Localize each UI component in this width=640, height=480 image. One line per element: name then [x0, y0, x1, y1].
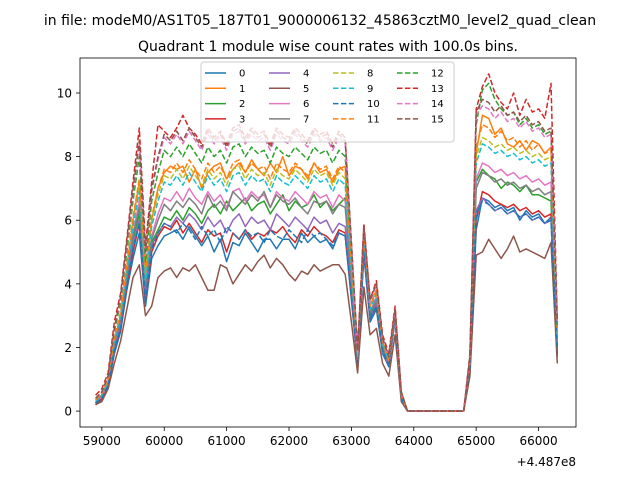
series-line-13 [95, 73, 559, 412]
legend-label-5: 5 [303, 84, 309, 95]
legend-label-8: 8 [367, 69, 373, 80]
legend-label-13: 13 [431, 84, 444, 95]
x-tick-label: 61000 [208, 434, 246, 448]
y-axis: 0 2 4 6 8 10 [57, 86, 80, 419]
series-line-4 [95, 197, 559, 412]
legend-label-7: 7 [303, 114, 309, 125]
x-tick-label: 65000 [457, 434, 495, 448]
legend-label-3: 3 [239, 114, 245, 125]
legend-label-1: 1 [239, 84, 245, 95]
series-line-7 [95, 171, 559, 412]
legend-label-2: 2 [239, 99, 245, 110]
series-line-0 [95, 197, 559, 412]
legend-label-4: 4 [303, 69, 309, 80]
figure-suptitle: in file: modeM0/AS1T05_187T01_9000006132… [44, 13, 596, 29]
plot-frame [79, 57, 577, 428]
series-line-5 [95, 235, 559, 412]
series-line-8 [95, 136, 559, 412]
legend-label-0: 0 [239, 69, 245, 80]
y-tick-label: 2 [64, 341, 72, 355]
y-tick-label: 10 [57, 86, 72, 100]
legend-box [200, 61, 455, 143]
series-line-12 [95, 82, 559, 412]
series-line-11 [95, 124, 559, 412]
series-line-9 [95, 143, 559, 412]
x-tick-label: 64000 [395, 434, 433, 448]
legend-label-11: 11 [367, 114, 380, 125]
y-tick-label: 8 [64, 150, 72, 164]
x-axis-offset-label: +4.487e8 [517, 455, 576, 469]
legend-label-9: 9 [367, 84, 373, 95]
legend-label-10: 10 [367, 99, 380, 110]
x-tick-label: 66000 [519, 434, 557, 448]
x-tick-label: 59000 [83, 434, 121, 448]
series-line-1 [95, 114, 559, 412]
legend-label-15: 15 [431, 114, 444, 125]
x-tick-label: 62000 [270, 434, 308, 448]
series-line-6 [95, 162, 559, 412]
x-axis: 59000 60000 61000 62000 63000 64000 65000 66000 [83, 427, 558, 448]
legend-label-14: 14 [431, 99, 444, 110]
x-tick-label: 63000 [332, 434, 370, 448]
series-line-15 [95, 98, 559, 412]
legend-label-12: 12 [431, 69, 444, 80]
x-tick-label: 60000 [145, 434, 183, 448]
chart-title: Quadrant 1 module wise count rates with … [138, 39, 518, 55]
y-tick-label: 6 [64, 214, 72, 228]
series-line-10 [95, 200, 559, 412]
legend-label-6: 6 [303, 99, 309, 110]
y-tick-label: 0 [64, 405, 72, 419]
y-tick-label: 4 [64, 277, 72, 291]
